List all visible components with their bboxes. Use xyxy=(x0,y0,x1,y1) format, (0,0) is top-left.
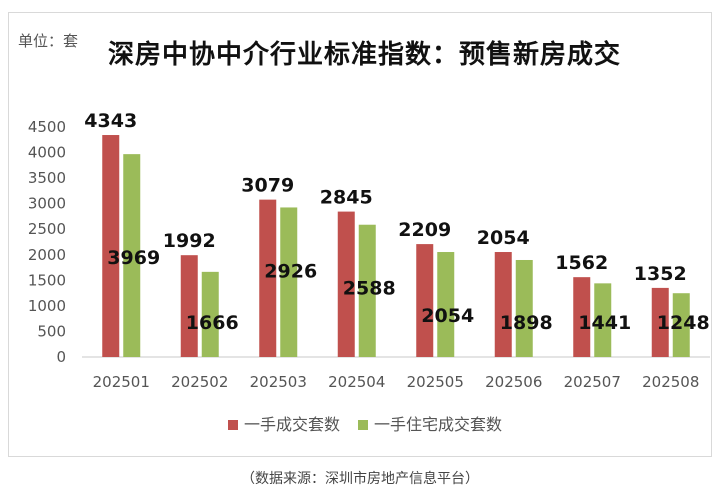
x-tick-label: 202503 xyxy=(250,373,307,391)
data-label-residential: 2588 xyxy=(343,278,396,300)
bar-series xyxy=(102,135,690,357)
data-label-total: 2845 xyxy=(320,187,373,209)
data-label-residential: 1666 xyxy=(186,312,239,334)
data-label-total: 2054 xyxy=(477,227,530,249)
y-tick-label: 4500 xyxy=(28,118,66,136)
data-label-residential: 2926 xyxy=(264,260,317,282)
data-label-residential: 1248 xyxy=(657,312,710,334)
y-tick-label: 1000 xyxy=(28,297,66,315)
unit-label: 单位：套 xyxy=(18,32,79,50)
bar-residential xyxy=(201,271,219,357)
data-label-total: 1992 xyxy=(163,230,216,252)
data-label-total: 4343 xyxy=(84,110,137,132)
x-tick-label: 202508 xyxy=(642,373,699,391)
bar-residential xyxy=(358,224,376,357)
data-label-residential: 2054 xyxy=(421,305,474,327)
bar-residential xyxy=(437,252,455,357)
bar-total xyxy=(180,255,198,357)
legend: 一手成交套数 一手住宅成交套数 xyxy=(228,415,502,434)
bar-total xyxy=(494,252,512,357)
legend-label: 一手住宅成交套数 xyxy=(374,415,502,434)
bar-total xyxy=(416,244,434,357)
data-label-total: 3079 xyxy=(241,175,294,197)
chart-title: 深房中协中介行业标准指数：预售新房成交 xyxy=(108,40,622,70)
data-label-total: 1352 xyxy=(634,263,687,285)
y-tick-label: 500 xyxy=(37,322,66,340)
bar-residential xyxy=(280,207,298,357)
legend-label: 一手成交套数 xyxy=(244,415,340,434)
bar-total xyxy=(651,287,669,357)
y-tick-label: 2500 xyxy=(28,220,66,238)
bar-residential xyxy=(672,293,690,357)
x-tick-label: 202505 xyxy=(407,373,464,391)
y-tick-label: 2000 xyxy=(28,246,66,264)
x-axis: 202501 202502 202503 202504 202505 202506 2025… xyxy=(93,373,700,391)
bar-total xyxy=(259,199,277,357)
y-tick-label: 3500 xyxy=(28,169,66,187)
x-tick-label: 202502 xyxy=(171,373,228,391)
x-tick-label: 202501 xyxy=(93,373,150,391)
data-label-residential: 3969 xyxy=(107,247,160,269)
x-tick-label: 202504 xyxy=(328,373,385,391)
bar-total xyxy=(102,135,120,357)
data-label-total: 1562 xyxy=(555,252,608,274)
bar-total xyxy=(573,277,591,357)
bar-residential xyxy=(123,154,141,357)
legend-swatch xyxy=(228,420,238,430)
y-tick-label: 1500 xyxy=(28,271,66,289)
source-note: （数据来源：深圳市房地产信息平台） xyxy=(241,471,479,487)
bar-residential xyxy=(594,283,612,357)
x-tick-label: 202506 xyxy=(485,373,542,391)
x-tick-label: 202507 xyxy=(564,373,621,391)
bar-residential xyxy=(515,259,533,357)
data-label-residential: 1441 xyxy=(578,312,631,334)
bar-total xyxy=(337,211,355,357)
data-label-residential: 1898 xyxy=(500,312,553,334)
y-tick-label: 0 xyxy=(56,348,66,366)
y-tick-label: 3000 xyxy=(28,195,66,213)
legend-swatch xyxy=(358,420,368,430)
y-tick-label: 4000 xyxy=(28,144,66,162)
data-label-total: 2209 xyxy=(398,219,451,241)
